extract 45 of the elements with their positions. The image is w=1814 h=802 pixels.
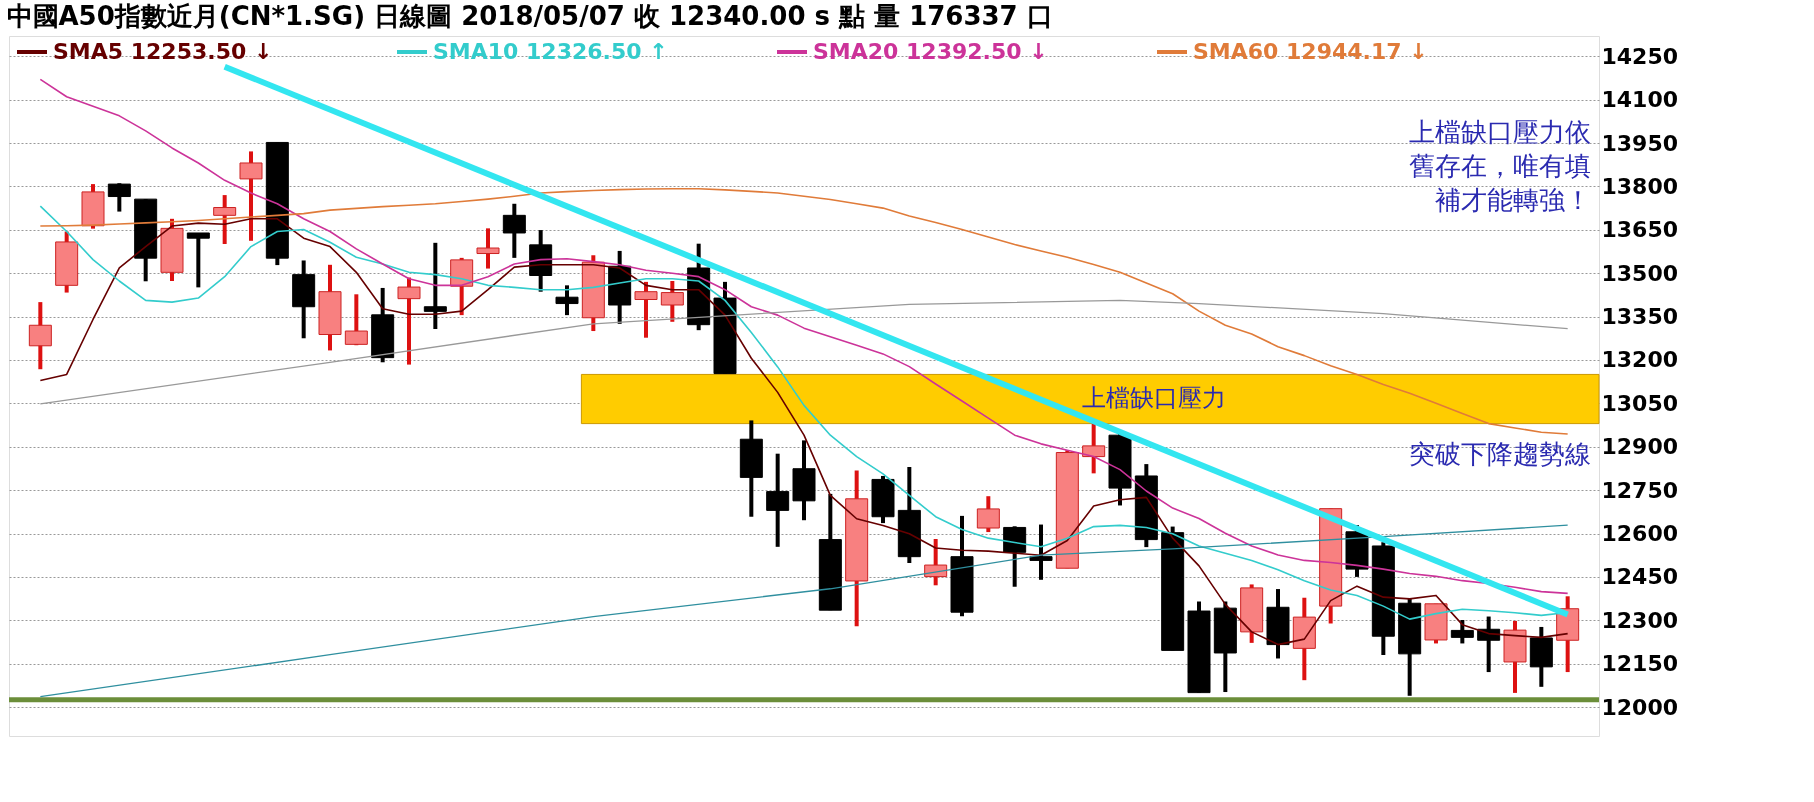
y-tick-label: 13200 (1601, 347, 1679, 373)
band-label: 上檔缺口壓力 (1081, 384, 1226, 413)
candlestick (976, 496, 1000, 533)
y-tick-label: 14250 (1601, 43, 1679, 69)
y-tick-label: 14100 (1601, 87, 1679, 113)
annotation: 上檔缺口壓力依舊存在，唯有填補才能轉強！ (1409, 117, 1591, 215)
y-tick-label: 13800 (1601, 173, 1679, 199)
y-tick-label: 13650 (1601, 217, 1679, 243)
y-tick-label: 13950 (1601, 130, 1679, 156)
y-tick-label: 12600 (1601, 521, 1679, 547)
line-series (39, 187, 1569, 435)
candlestick (1082, 422, 1106, 474)
y-tick-label: 12900 (1601, 434, 1679, 460)
y-tick-label: 12000 (1601, 694, 1679, 720)
candlestick (28, 302, 52, 370)
candlestick (239, 151, 263, 241)
candlestick (766, 453, 790, 547)
legend-label: SMA10 12326.50 ↑ (433, 39, 668, 64)
y-tick-label: 12300 (1601, 607, 1679, 633)
candlestick (397, 277, 421, 365)
legend-label: SMA60 12944.17 ↓ (1193, 39, 1428, 64)
candlestick (423, 242, 447, 330)
candlestick (476, 228, 500, 269)
legend-label: SMA20 12392.50 ↓ (813, 39, 1048, 64)
candlestick (213, 195, 237, 244)
candlestick (555, 285, 579, 316)
y-tick-label: 13500 (1601, 260, 1679, 286)
candlestick (1029, 524, 1053, 580)
candlestick (924, 539, 948, 586)
candlestick (344, 294, 368, 346)
candlestick (1450, 620, 1474, 644)
legend-label: SMA5 12253.50 ↓ (53, 39, 273, 64)
y-tick-label: 12750 (1601, 477, 1679, 503)
candlestick (107, 183, 131, 212)
candlestick (634, 281, 658, 338)
chart-title: 中國A50指數近月(CN*1.SG) 日線圖 2018/05/07 收 12340.00 s 點 量 176337 口 (6, 1, 1053, 31)
y-tick-label: 13350 (1601, 304, 1679, 330)
candlestick (660, 281, 684, 322)
y-tick-label: 12450 (1601, 564, 1679, 590)
candlestick (186, 232, 210, 288)
y-tick-label: 13050 (1601, 390, 1679, 416)
candlestick (502, 203, 526, 258)
y-tick-label: 12150 (1601, 651, 1679, 677)
line-series (39, 524, 1569, 698)
annotation: 突破下降趨勢線 (1409, 439, 1591, 469)
